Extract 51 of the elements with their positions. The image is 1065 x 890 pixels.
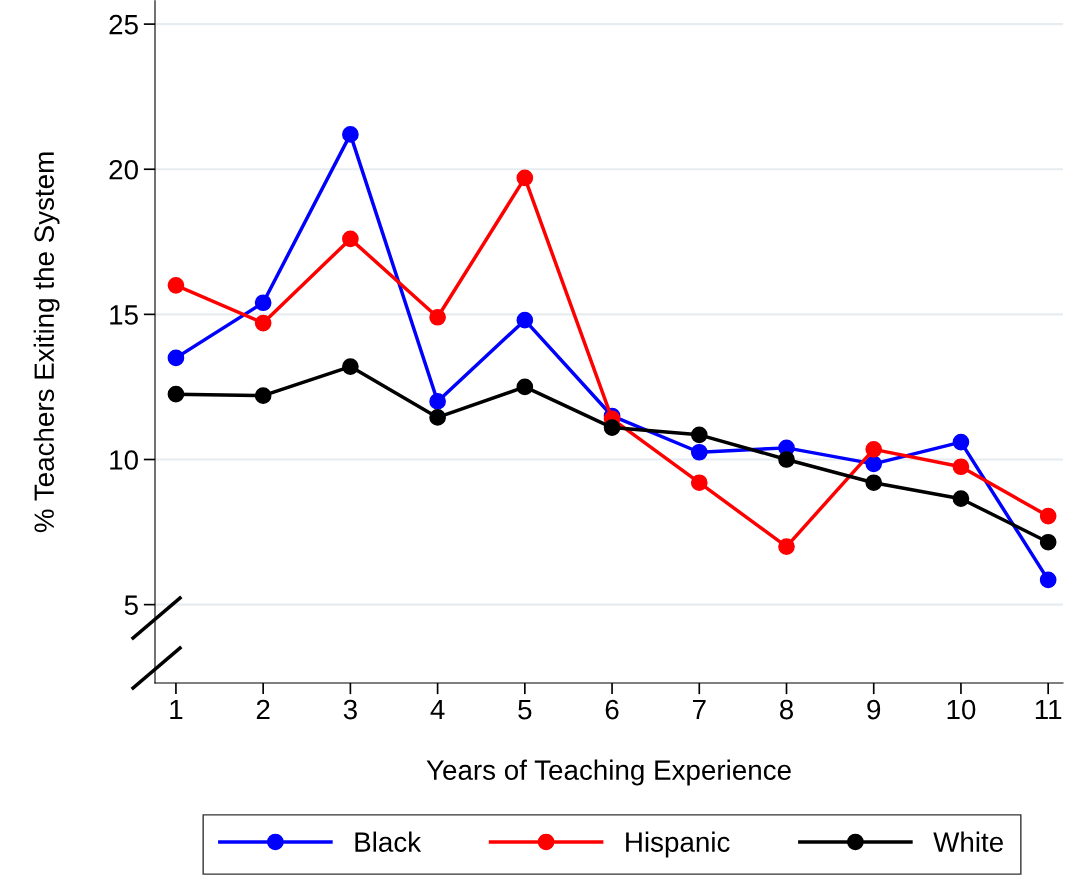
point <box>516 169 534 187</box>
x-tick-label: 5 <box>518 699 532 720</box>
x-tick-label: 6 <box>605 699 619 720</box>
point <box>516 378 534 396</box>
point <box>429 308 446 326</box>
point <box>516 311 534 329</box>
x-tick-label: 11 <box>1035 699 1062 720</box>
point <box>342 358 359 375</box>
legend-label: White <box>933 831 1003 852</box>
point <box>690 443 708 461</box>
point <box>1039 571 1057 589</box>
point <box>952 458 970 476</box>
x-tick-label: 10 <box>947 699 976 720</box>
point <box>167 349 185 367</box>
x-tick-label: 4 <box>430 699 445 720</box>
y-tick-label: 10 <box>110 450 138 470</box>
point <box>429 393 446 410</box>
x-axis-title: Years of Teaching Experience <box>426 759 791 786</box>
y-tick-label: 15 <box>110 305 138 325</box>
x-tick-label: 3 <box>343 699 357 720</box>
point <box>342 230 359 248</box>
point <box>778 451 795 468</box>
x-tick-label: 1 <box>170 699 183 720</box>
x-tick-label: 9 <box>867 699 881 720</box>
point <box>865 441 883 458</box>
point <box>1039 507 1057 525</box>
point <box>603 419 621 436</box>
y-tick-label: 25 <box>109 14 138 35</box>
point <box>690 426 708 444</box>
point <box>254 294 272 312</box>
y-axis-title: % Teachers Exiting the System <box>33 152 60 533</box>
point <box>952 490 970 508</box>
point <box>690 474 708 492</box>
point <box>865 474 883 492</box>
point <box>429 409 446 426</box>
x-tick-label: 8 <box>779 699 794 720</box>
point <box>254 314 272 332</box>
y-tick-label: 5 <box>124 595 138 615</box>
point <box>167 385 185 403</box>
point <box>342 126 359 143</box>
point <box>778 538 795 555</box>
point <box>952 433 970 451</box>
point <box>865 455 883 473</box>
point <box>167 277 185 294</box>
x-tick-label: 2 <box>256 699 270 720</box>
legend-label: Black <box>355 831 422 852</box>
y-tick-label: 20 <box>109 159 138 180</box>
legend-label: Hispanic <box>626 831 730 858</box>
point <box>254 387 272 404</box>
x-tick-label: 7 <box>692 699 706 720</box>
point <box>1039 533 1057 551</box>
